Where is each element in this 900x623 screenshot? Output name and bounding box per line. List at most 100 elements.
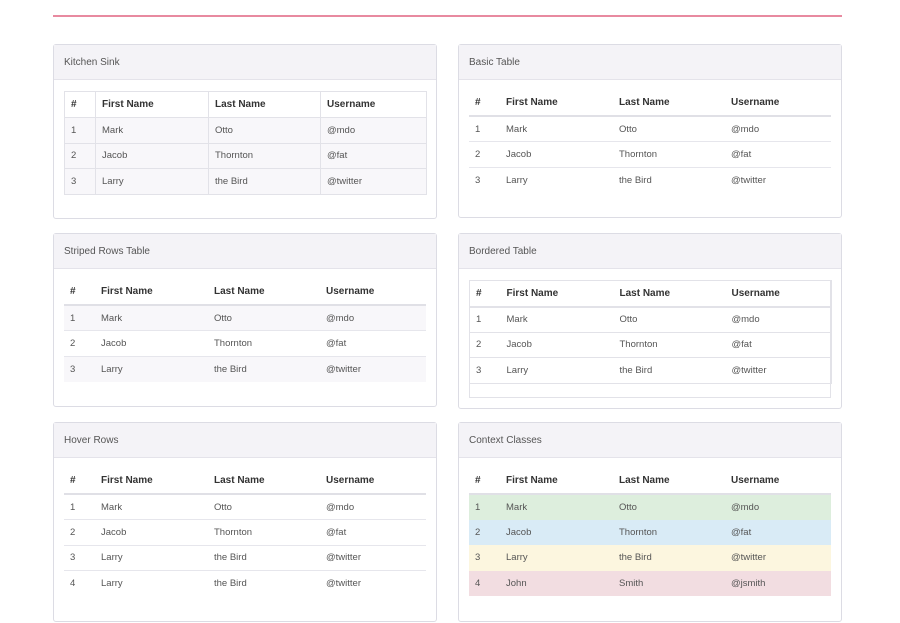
table-header-row: # First Name Last Name Username <box>64 468 426 495</box>
username-cell: @mdo <box>731 314 760 326</box>
last-name-column-header: Last Name <box>208 279 320 306</box>
context-classes-table: # First Name Last Name Username 1 Mark Otto @m… <box>469 468 831 597</box>
table-row: 1 Mark Otto @mdo <box>470 307 832 333</box>
last-name-cell: Thornton <box>208 519 320 546</box>
row-number-cell: 4 <box>64 570 95 597</box>
username-cell: @twitter <box>725 357 832 384</box>
bordered-table-panel: Bordered Table # First Name Last Name Usern… <box>458 233 842 409</box>
table-row: 3 Larry the Bird @twitter <box>469 545 831 571</box>
last-name-cell: Otto <box>619 123 637 135</box>
number-column-header: # <box>469 90 500 117</box>
username-column-header: Username <box>725 280 832 308</box>
first-name-cell: Larry <box>95 544 208 571</box>
row-number-cell: 3 <box>64 168 96 195</box>
last-name-cell: the Bird <box>613 357 726 384</box>
row-number-cell: 2 <box>64 519 95 546</box>
row-number-cell: 1 <box>475 123 481 135</box>
last-name-cell: Thornton <box>613 141 725 168</box>
first-name-cell: Mark <box>101 312 123 324</box>
username-cell: @mdo <box>326 501 355 513</box>
last-name-column-header: Last Name <box>208 468 320 495</box>
last-name-cell: Thornton <box>619 526 658 538</box>
hover-rows-panel: Hover Rows # First Name Last Name Username … <box>53 422 437 622</box>
row-number-cell: 1 <box>475 501 481 513</box>
username-column-header: Username <box>725 468 831 495</box>
last-name-cell: the Bird <box>208 355 320 382</box>
basic-table: # First Name Last Name Username 1 Mark Otto @m… <box>469 90 831 193</box>
first-name-cell: Jacob <box>506 526 532 538</box>
row-number-cell: 1 <box>476 314 482 326</box>
username-cell: @twitter <box>320 570 426 597</box>
username-cell: @fat <box>320 142 427 170</box>
username-cell: @twitter <box>320 544 426 571</box>
last-name-cell: the Bird <box>613 166 725 193</box>
row-number-cell: 3 <box>469 357 501 384</box>
table-header-row: # First Name Last Name Username <box>64 91 427 118</box>
row-number-cell: 4 <box>475 578 481 590</box>
row-number-cell: 2 <box>475 526 481 538</box>
first-name-cell: Mark <box>506 314 528 326</box>
table-row: 3 Larry the Bird @twitter <box>469 166 831 193</box>
table-header-row: # First Name Last Name Username <box>469 280 832 308</box>
username-cell: @mdo <box>326 312 355 324</box>
table-row: 3 Larry the Bird @twitter <box>64 168 427 195</box>
kitchen-sink-table: # First Name Last Name Username 1 Mark Otto @m… <box>64 91 427 195</box>
table-header-row: # First Name Last Name Username <box>64 279 426 306</box>
bordered-table: # First Name Last Name Username 1 Mark Otto @m… <box>469 280 832 384</box>
table-row[interactable]: 4 Larry the Bird @twitter <box>64 570 426 597</box>
username-cell: @fat <box>725 141 831 168</box>
table-row: 4 John Smith @jsmith <box>469 570 831 597</box>
first-name-cell: Larry <box>95 355 208 382</box>
table-row[interactable]: 2 Jacob Thornton @fat <box>64 519 426 546</box>
last-name-cell: the Bird <box>619 552 652 564</box>
panel-title: Hover Rows <box>54 423 436 458</box>
table-row: 1 Mark Otto @mdo <box>64 117 427 144</box>
row-number-cell: 3 <box>475 552 481 564</box>
row-number-cell: 3 <box>469 166 500 193</box>
hover-rows-table: # First Name Last Name Username 1 Mark Otto @m… <box>64 468 426 597</box>
username-cell: @fat <box>320 519 426 546</box>
last-name-cell: the Bird <box>208 544 320 571</box>
table-row: 2 Jacob Thornton @fat <box>469 519 831 546</box>
last-name-column-header: Last Name <box>208 91 321 118</box>
username-column-header: Username <box>320 91 427 118</box>
username-cell: @fat <box>731 526 752 538</box>
last-name-cell: the Bird <box>208 570 320 597</box>
row-number-cell: 3 <box>64 544 95 571</box>
row-number-cell: 2 <box>469 141 500 168</box>
username-column-header: Username <box>320 279 426 306</box>
striped-table-panel: Striped Rows Table # First Name Last Name U… <box>53 233 437 407</box>
table-row[interactable]: 3 Larry the Bird @twitter <box>64 544 426 571</box>
first-name-cell: Larry <box>506 552 528 564</box>
number-column-header: # <box>64 468 95 495</box>
table-row[interactable]: 1 Mark Otto @mdo <box>64 494 426 520</box>
table-row: 1 Mark Otto @mdo <box>64 305 426 331</box>
first-name-cell: Mark <box>95 117 209 144</box>
first-name-cell: Mark <box>101 501 123 513</box>
first-name-cell: Mark <box>506 123 528 135</box>
table-header-row: # First Name Last Name Username <box>469 90 831 117</box>
last-name-cell: Otto <box>619 501 637 513</box>
last-name-column-header: Last Name <box>613 90 725 117</box>
last-name-cell: Otto <box>208 117 321 144</box>
table-row: 1 Mark Otto @mdo <box>469 116 831 142</box>
table-row: 2 Jacob Thornton @fat <box>64 330 426 357</box>
username-cell: @jsmith <box>731 578 766 590</box>
table-row: 2 Jacob Thornton @fat <box>469 331 832 358</box>
first-name-cell: Larry <box>95 570 208 597</box>
username-cell: @twitter <box>320 168 427 195</box>
table-row: 3 Larry the Bird @twitter <box>469 357 832 384</box>
kitchen-sink-panel: Kitchen Sink # First Name Last Name Usernam… <box>53 44 437 219</box>
first-name-cell: Jacob <box>95 142 209 170</box>
table-row: 3 Larry the Bird @twitter <box>64 355 426 382</box>
panel-title: Striped Rows Table <box>54 234 436 269</box>
row-number-cell: 2 <box>64 330 95 357</box>
top-accent-line <box>53 15 842 17</box>
username-cell: @fat <box>320 330 426 357</box>
username-column-header: Username <box>725 90 831 117</box>
panel-title: Basic Table <box>459 45 841 80</box>
first-name-column-header: First Name <box>95 279 208 306</box>
first-name-cell: Jacob <box>500 141 613 168</box>
first-name-cell: John <box>506 578 527 590</box>
striped-table: # First Name Last Name Username 1 Mark Otto @m… <box>64 279 426 382</box>
